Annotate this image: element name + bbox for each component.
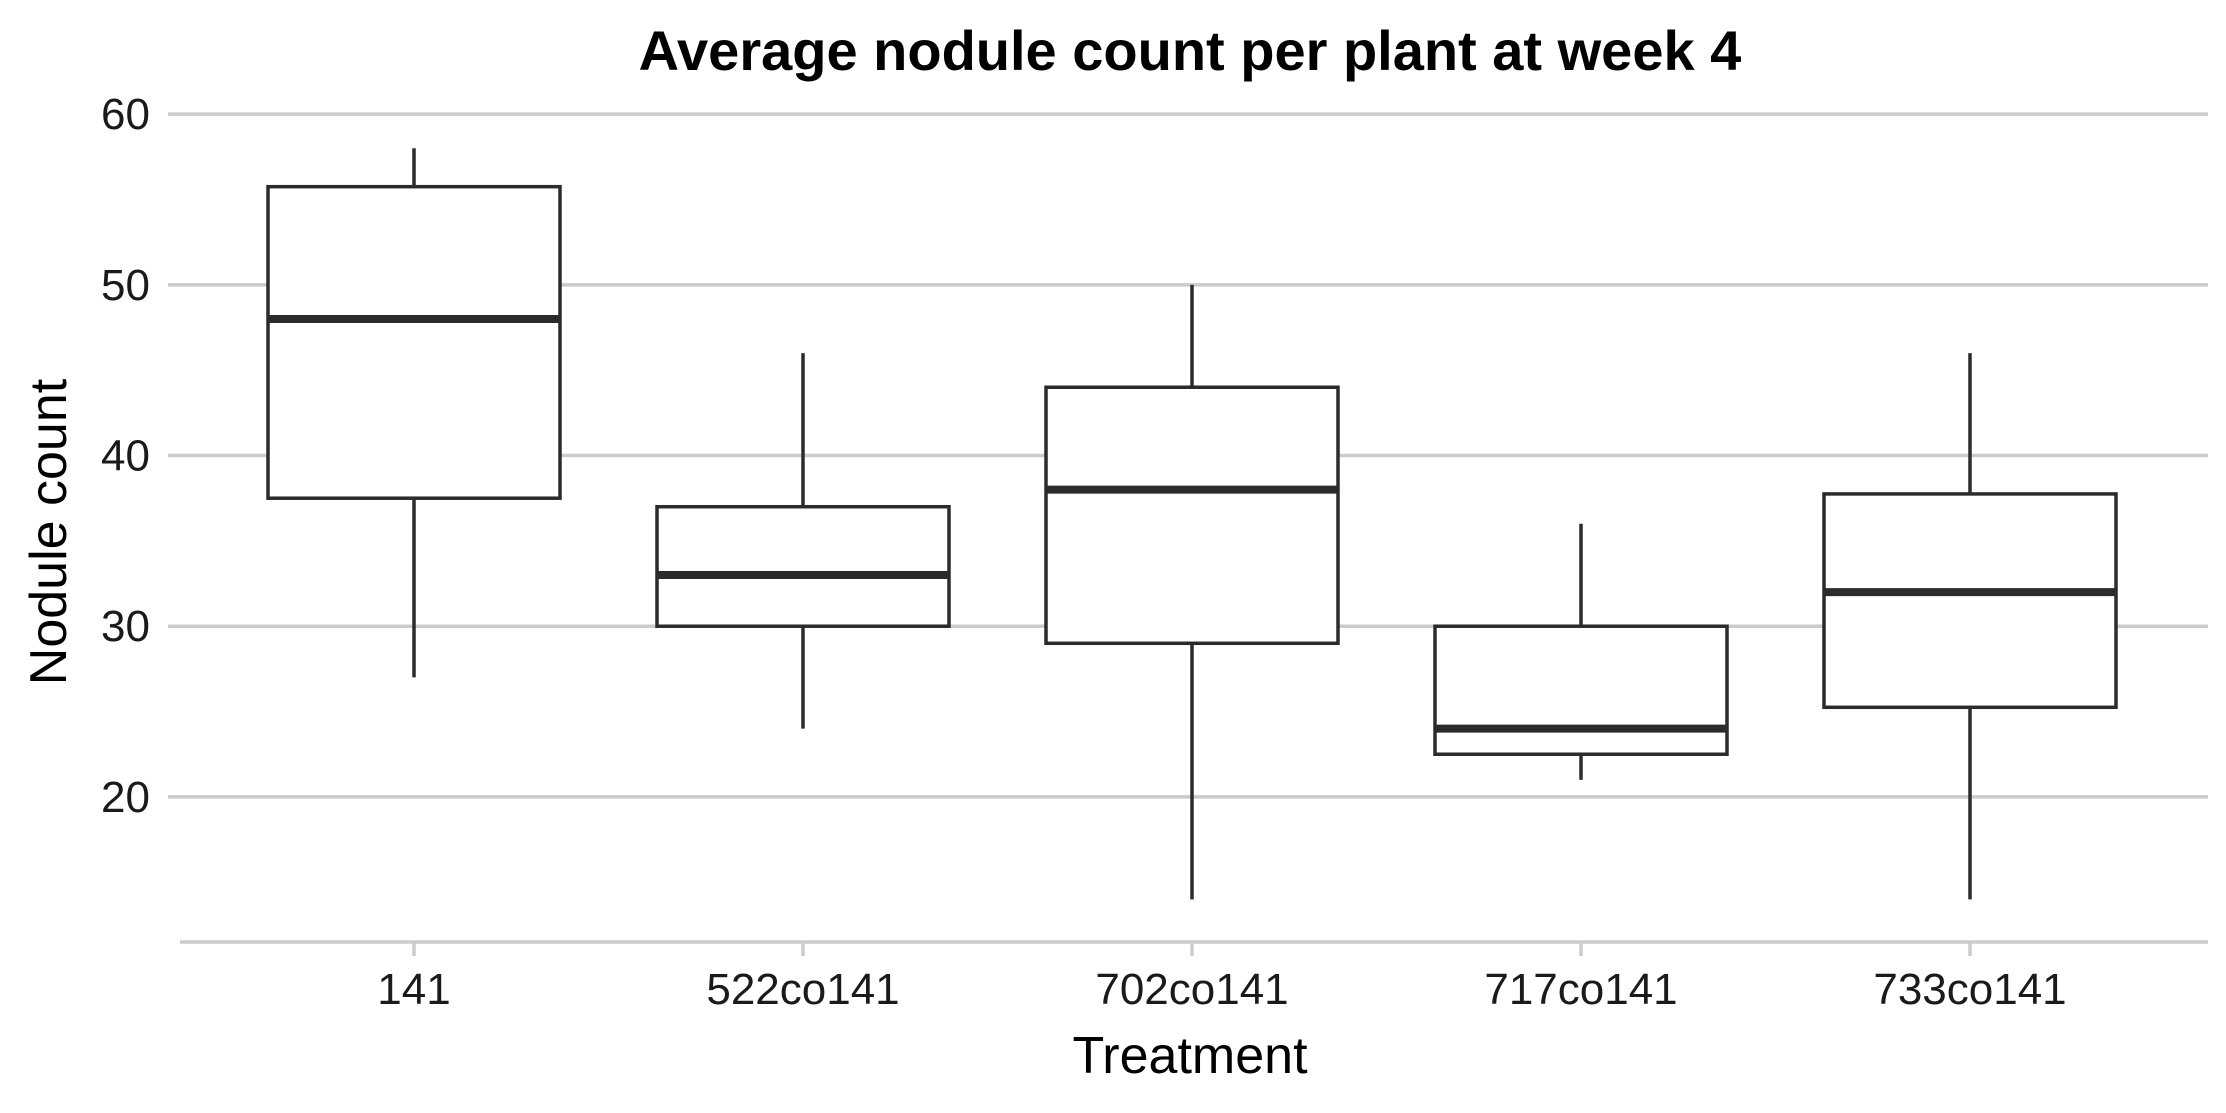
y-tick-label: 50: [101, 261, 150, 310]
x-tick-label: 733co141: [1873, 965, 2066, 1014]
iqr-box: [266, 184, 562, 500]
y-tick-label: 60: [101, 90, 150, 139]
box-522co141: [655, 353, 951, 729]
iqr-box: [1822, 492, 2118, 710]
x-tick-label: 717co141: [1484, 965, 1677, 1014]
x-tick-label: 141: [377, 965, 450, 1014]
axes: 20 30 40 50 60 141 522co141 702co141 717co141 733…: [101, 90, 2208, 1014]
x-tick-label: 522co141: [706, 965, 899, 1014]
box-702co141: [1044, 284, 1340, 900]
iqr-box: [1044, 385, 1340, 646]
y-tick-label: 30: [101, 602, 150, 651]
x-tick-label: 702co141: [1095, 965, 1288, 1014]
box-733co141: [1822, 353, 2118, 900]
boxes: [266, 148, 2118, 900]
iqr-box: [1433, 624, 1729, 756]
box-141: [266, 148, 562, 678]
iqr-box: [655, 504, 951, 628]
y-tick-label: 20: [101, 773, 150, 822]
chart-title: Average nodule count per plant at week 4: [639, 19, 1742, 82]
box-717co141: [1433, 523, 1729, 780]
x-axis-title: Treatment: [1072, 1027, 1308, 1085]
y-tick-label: 40: [101, 432, 150, 481]
y-axis-title: Nodule count: [20, 378, 78, 685]
